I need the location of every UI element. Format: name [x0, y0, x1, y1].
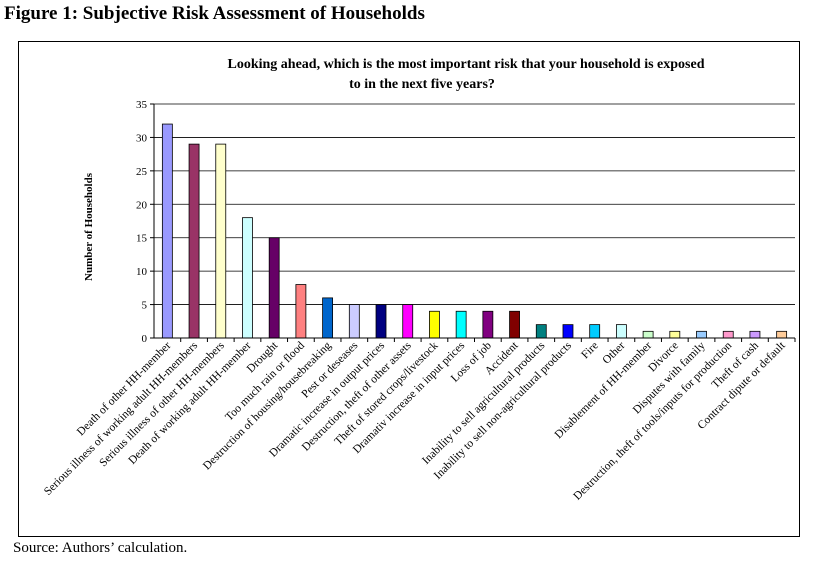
bar [562, 324, 574, 339]
y-tick-label: 30 [136, 132, 148, 144]
y-tick-label: 0 [142, 333, 148, 345]
bar [375, 304, 387, 339]
bars [161, 123, 788, 339]
bar [268, 237, 280, 339]
figure-title: Figure 1: Subjective Risk Assessment of … [4, 3, 425, 24]
bar [402, 304, 414, 339]
bar [749, 330, 761, 339]
bar [215, 143, 227, 339]
chart-frame [18, 41, 800, 537]
bar [482, 310, 494, 339]
bar [696, 330, 707, 339]
axes [150, 103, 796, 342]
y-tick-labels: 0 5 10 15 20 25 30 35 [136, 99, 148, 345]
bar [776, 330, 788, 339]
y-axis-label: Number of Households [83, 172, 95, 281]
bar [188, 143, 200, 339]
y-tick-label: 35 [136, 99, 148, 111]
bar [295, 284, 307, 339]
bar [242, 217, 253, 339]
bar [348, 304, 360, 339]
bar [535, 324, 547, 339]
bar [509, 310, 520, 339]
gridlines [154, 103, 795, 305]
y-tick-label: 5 [142, 300, 148, 312]
source-note: Source: Authors’ calculation. [13, 540, 188, 556]
chart-title-line-1: Looking ahead, which is the most importa… [228, 57, 705, 72]
x-tick-label: Fire [579, 340, 601, 362]
y-tick-label: 20 [136, 199, 148, 211]
bar [322, 297, 334, 339]
y-tick-label: 10 [136, 266, 148, 278]
chart-title-line-2: to in the next five years? [349, 77, 495, 92]
bar [642, 330, 654, 339]
y-tick-label: 15 [136, 233, 148, 245]
bar [615, 324, 627, 339]
bar [429, 310, 440, 339]
bar [722, 330, 734, 339]
bar [455, 310, 467, 339]
bar [669, 330, 681, 339]
bar [589, 324, 601, 339]
bar [161, 123, 173, 339]
bar-chart: Looking ahead, which is the most importa… [42, 57, 796, 503]
y-tick-label: 25 [136, 166, 148, 178]
